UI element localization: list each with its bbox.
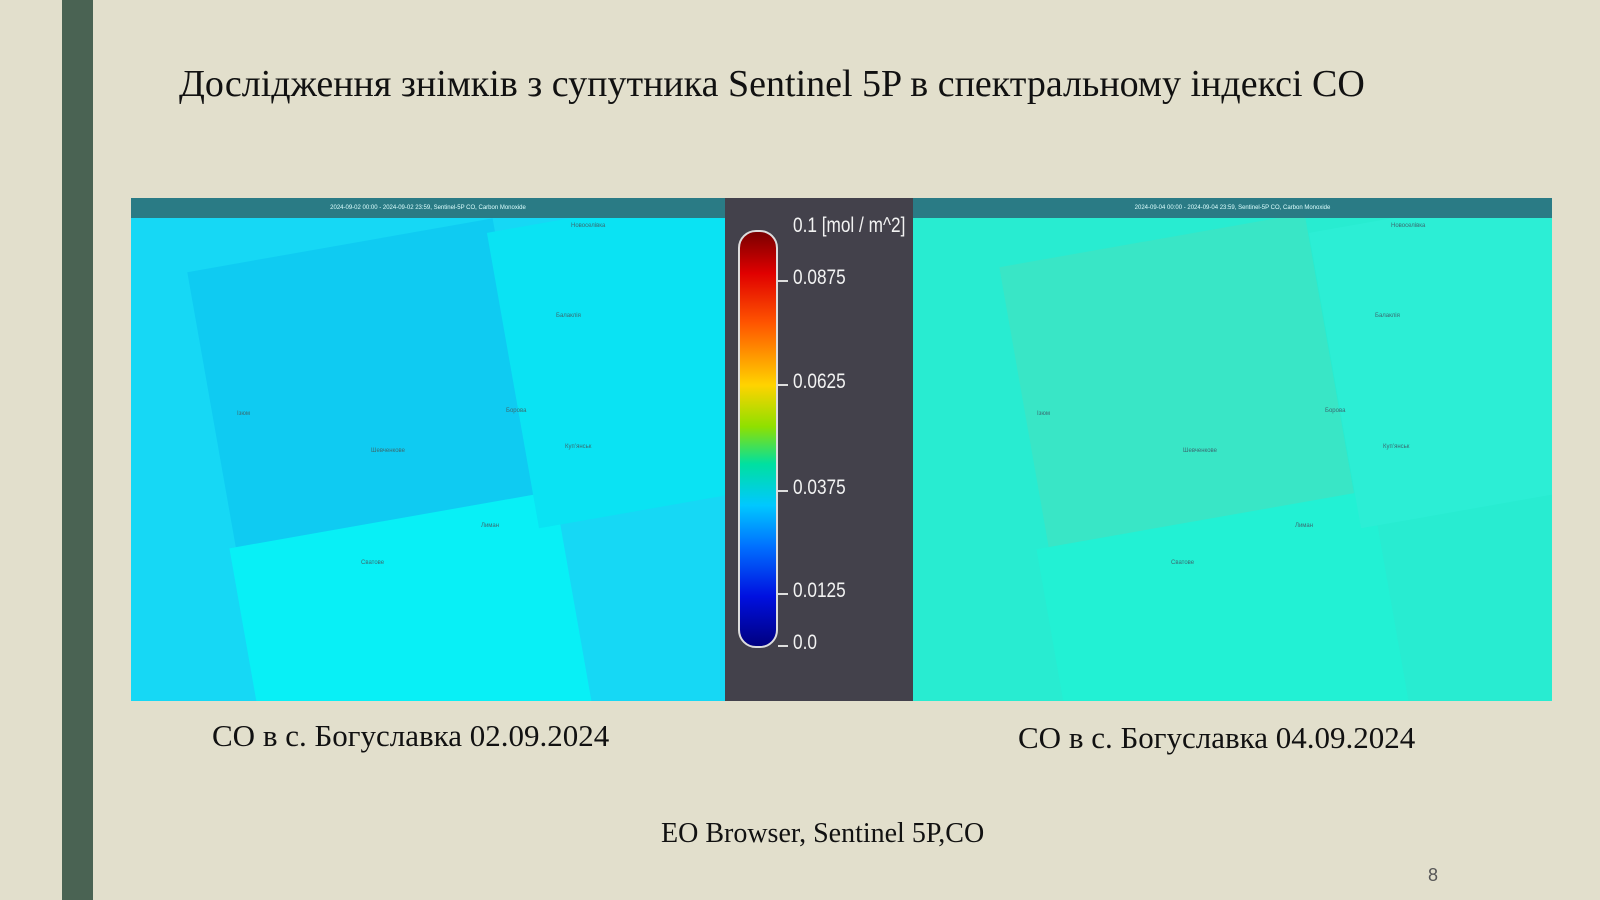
city-label: Лиман	[1295, 523, 1314, 529]
legend-tick-label: 0.0125	[793, 579, 846, 602]
city-label: Борова	[506, 408, 527, 414]
city-label: Шевченкове	[1183, 448, 1218, 454]
legend-tick-label: 0.0	[793, 631, 817, 654]
color-scale-bar	[738, 230, 778, 648]
accent-side-bar	[62, 0, 93, 900]
city-label: Сватове	[1171, 560, 1195, 566]
city-label: Новоселівка	[1391, 223, 1426, 229]
legend-tick	[778, 490, 788, 492]
map-header: 2024-09-02 00:00 - 2024-09-02 23:59, Sen…	[131, 198, 725, 218]
legend-unit-label: 0.1 [mol / m^2]	[793, 214, 906, 237]
city-label: Шевченкове	[371, 448, 406, 454]
co-map-left: 2024-09-02 00:00 - 2024-09-02 23:59, Sen…	[131, 198, 725, 701]
co-map-right: 2024-09-04 00:00 - 2024-09-04 23:59, Sen…	[913, 198, 1552, 701]
legend-tick	[778, 645, 788, 647]
legend-tick	[778, 593, 788, 595]
legend-tick-label: 0.0375	[793, 476, 846, 499]
map-header: 2024-09-04 00:00 - 2024-09-04 23:59, Sen…	[913, 198, 1552, 218]
city-label: Балаклія	[1375, 313, 1400, 319]
city-label: Новоселівка	[571, 223, 606, 229]
city-label: Борова	[1325, 408, 1346, 414]
city-label: Лиман	[481, 523, 500, 529]
city-label: Купʼянськ	[1383, 444, 1410, 450]
legend-tick	[778, 280, 788, 282]
slide-title: Дослідження знімків з супутника Sentinel…	[179, 63, 1365, 105]
city-label: Сватове	[361, 560, 385, 566]
page-number: 8	[1428, 865, 1439, 885]
legend-tick-label: 0.0625	[793, 370, 846, 393]
city-label: Купʼянськ	[565, 444, 592, 450]
color-scale-legend: 0.1 [mol / m^2] 0.0875 0.0625 0.0375 0.0…	[725, 198, 913, 701]
legend-tick-label: 0.0875	[793, 266, 846, 289]
legend-tick	[778, 384, 788, 386]
source-caption: EO Browser, Sentinel 5P,CO	[661, 818, 985, 849]
caption-left: CO в с. Богуславка 02.09.2024	[212, 718, 610, 753]
city-label: Ізюм	[237, 411, 250, 417]
caption-right: CO в с. Богуславка 04.09.2024	[1018, 720, 1416, 755]
city-label: Ізюм	[1037, 411, 1050, 417]
city-label: Балаклія	[556, 313, 581, 319]
